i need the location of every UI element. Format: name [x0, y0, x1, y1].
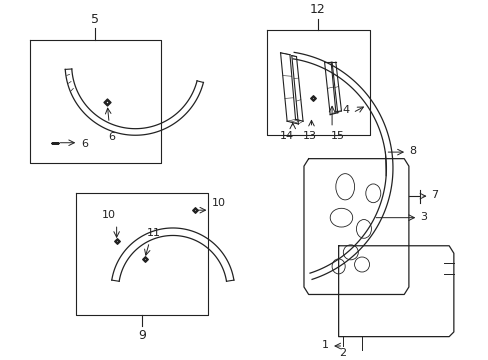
- Text: 1: 1: [322, 340, 328, 350]
- Text: 9: 9: [138, 329, 145, 342]
- Text: 13: 13: [302, 131, 316, 140]
- Text: 14: 14: [280, 131, 294, 140]
- Text: 6: 6: [81, 139, 88, 149]
- Text: 3: 3: [419, 212, 426, 222]
- Text: 2: 2: [338, 347, 346, 357]
- Text: 4: 4: [342, 104, 349, 114]
- Text: 10: 10: [212, 198, 226, 208]
- Text: 10: 10: [102, 211, 116, 220]
- Text: 11: 11: [147, 228, 161, 238]
- Text: 12: 12: [309, 3, 325, 16]
- Text: 7: 7: [430, 190, 438, 200]
- Text: 8: 8: [408, 146, 415, 156]
- Text: 5: 5: [91, 13, 99, 26]
- Text: 15: 15: [330, 131, 344, 140]
- Text: 6: 6: [108, 132, 115, 143]
